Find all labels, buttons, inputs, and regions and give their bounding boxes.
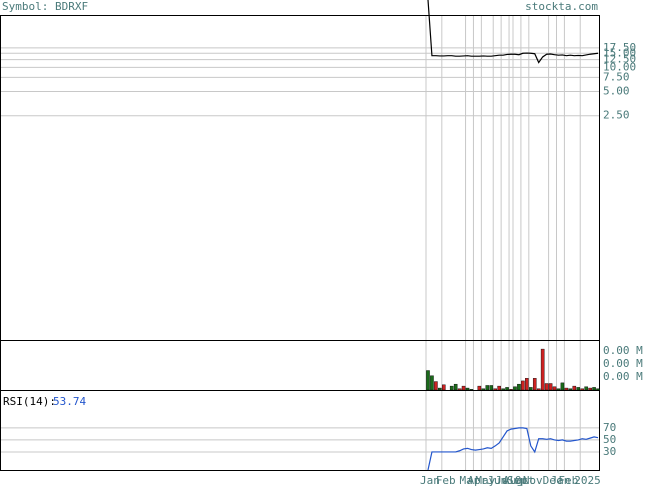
volume-bar [548,383,553,391]
y-tick-label: 50 [603,433,616,446]
y-tick-label: 30 [603,445,616,458]
x-tick-label: Jan [420,474,440,486]
volume-bar [477,385,482,391]
x-tick-label: Jun [487,474,507,486]
indicator-title: RSI(14): [3,395,56,408]
volume-bar [493,388,497,391]
indicator-value: 53.74 [53,395,86,408]
volume-bar [536,388,541,391]
volume-bar [501,388,505,391]
x-tick-label: 2025 [574,474,601,486]
volume-bar [552,386,557,391]
x-tick-label: Jul [495,474,515,486]
volume-bar [576,387,581,391]
y-tick-label: 15.00 [603,46,636,59]
x-tick-label: Sep [507,474,527,486]
volume-bar [442,384,446,391]
volume-bar [497,385,501,391]
x-tick-label: Feb [436,474,456,486]
x-tick-label: Dec [543,474,563,486]
volume-bar [461,385,466,391]
volume-bar [584,386,588,391]
volume-bar [544,383,549,391]
volume-bar [560,382,565,391]
volume-bar [580,388,584,391]
volume-bar [588,387,592,391]
y-tick-label: 0.00 M [603,357,643,370]
volume-bar [485,385,490,391]
volume-bar [513,386,517,391]
volume-bar [434,381,438,391]
volume-bar [430,375,434,391]
volume-bar [521,380,525,391]
volume-bar [469,389,474,391]
site-label: stockta.com [525,0,598,13]
volume-bar [529,387,533,391]
y-tick-label: 5.00 [603,85,630,98]
x-tick-label: Oct [515,474,535,486]
volume-bar [438,387,442,391]
y-tick-label: 17.50 [603,41,636,54]
x-tick-label: Apr [467,474,487,486]
y-tick-label: 10.00 [603,60,636,73]
volume-bar [457,388,462,391]
volume-bar [489,385,494,391]
volume-bar [525,378,529,391]
volume-bar [556,388,561,391]
volume-bar [505,387,509,391]
y-tick-label: 2.50 [603,109,630,122]
volume-bar [540,348,545,391]
volume-bar [568,388,573,391]
x-tick-label: Jan [551,474,571,486]
symbol-label: Symbol: BDRXF [2,0,88,13]
x-tick-label: Aug [503,474,523,486]
y-tick-label: 12.50 [603,53,636,66]
volume-bar [572,385,577,391]
volume-bar [592,387,596,391]
volume-bar [596,388,600,391]
x-tick-label: May [475,474,495,486]
y-tick-label: 0.00 M [603,344,643,357]
volume-bar [517,383,521,391]
volume-bar [564,387,569,391]
volume-bar [481,388,486,391]
y-tick-label: 70 [603,421,616,434]
volume-bar [426,370,430,391]
volume-bar [509,389,513,391]
volume-bar [465,387,470,391]
volume-bar [532,378,537,391]
volume-bar [453,383,458,391]
data-line [427,0,599,64]
data-line [427,427,599,471]
panel-frame [0,390,600,471]
x-tick-label: Mar [460,474,480,486]
x-tick-label: Feb [558,474,578,486]
x-tick-label: Nov [523,474,543,486]
y-tick-label: 7.50 [603,70,630,83]
volume-bar [449,385,454,391]
y-tick-label: 0.00 M [603,370,643,383]
